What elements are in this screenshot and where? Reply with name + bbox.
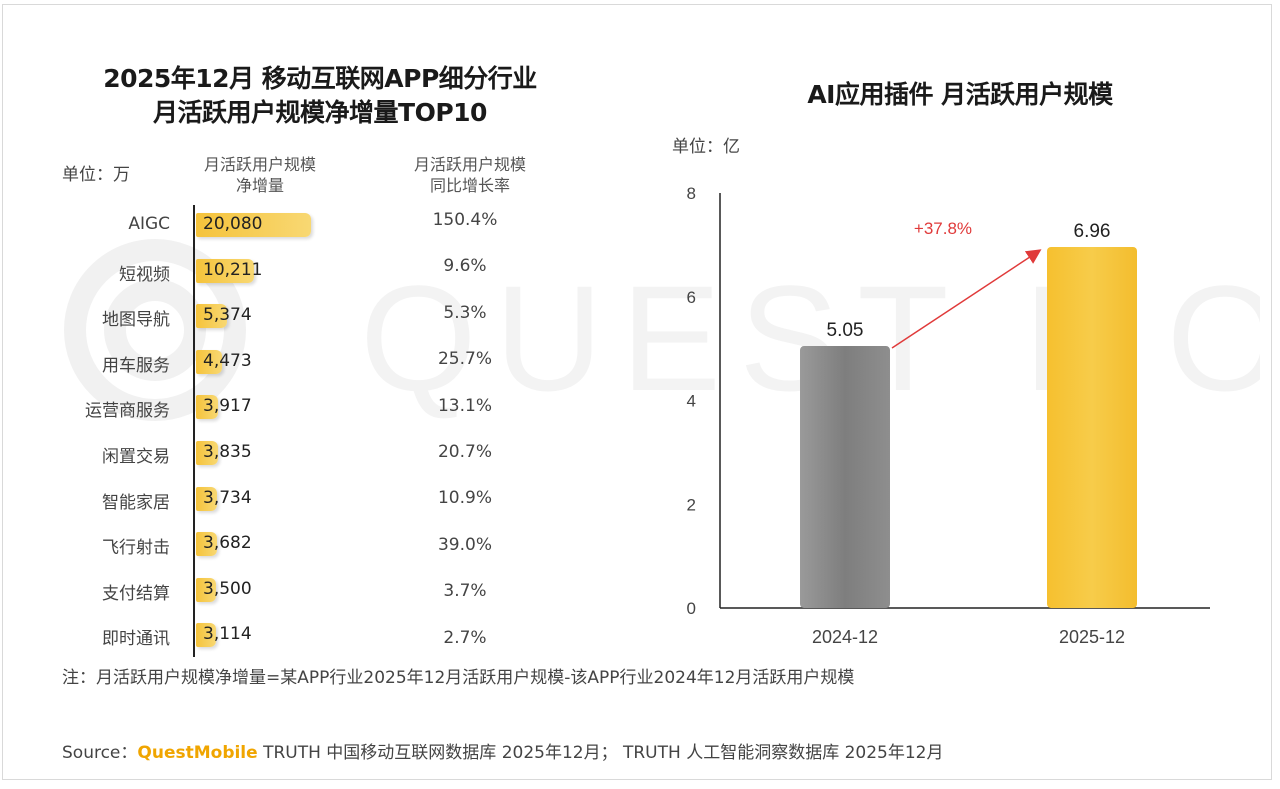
right-unit-label: 单位：亿 bbox=[672, 137, 740, 157]
source-line: Source：QuestMobile TRUTH 中国移动互联网数据库 2025… bbox=[62, 738, 944, 763]
net-increase-bar bbox=[196, 623, 216, 648]
right-bar-chart: 0 2 4 6 8 5.05 2024-12 6.96 2025-12 +37.8% bbox=[687, 184, 1210, 647]
category-label: 地图导航 bbox=[102, 310, 170, 331]
bar-value-label: 3,114 bbox=[203, 624, 252, 645]
net-increase-bar bbox=[196, 213, 311, 237]
net-increase-bar bbox=[196, 258, 255, 283]
growth-rate-label: 5.3% bbox=[443, 302, 487, 323]
left-unit-label: 单位：万 bbox=[62, 165, 130, 185]
growth-rate-label: 25.7% bbox=[437, 349, 492, 370]
bar-column-header-line2: 净增量 bbox=[235, 176, 284, 195]
rate-column-header: 月活跃用户规模 同比增长率 bbox=[380, 154, 560, 196]
x-tick-label: 2025-12 bbox=[1059, 627, 1125, 647]
bar-column-header-line1: 月活跃用户规模 bbox=[203, 155, 316, 174]
bar-value-label: 3,734 bbox=[203, 487, 252, 508]
y-tick-label: 8 bbox=[687, 184, 696, 203]
net-increase-bar bbox=[196, 395, 219, 420]
bar-value-label: 5,374 bbox=[203, 305, 252, 326]
source-brand: QuestMobile bbox=[137, 743, 258, 763]
category-label: 飞行射击 bbox=[102, 538, 170, 559]
bar-value-label: 10,211 bbox=[203, 259, 263, 280]
bar-value-label: 3,682 bbox=[203, 533, 252, 554]
bar-value-label: 4,473 bbox=[203, 350, 252, 371]
growth-rate-label: 13.1% bbox=[437, 395, 492, 416]
bar-value-label: 3,917 bbox=[203, 396, 252, 417]
bar-value-label: 3,835 bbox=[203, 442, 252, 462]
growth-annotation: +37.8% bbox=[914, 219, 972, 238]
column-value-label: 6.96 bbox=[1074, 221, 1111, 242]
bar-value-label: 3,500 bbox=[203, 578, 252, 599]
column-bar bbox=[1047, 246, 1137, 608]
y-tick-label: 6 bbox=[687, 288, 696, 307]
growth-rate-label: 9.6% bbox=[443, 256, 487, 277]
growth-rate-label: 150.4% bbox=[432, 210, 498, 230]
category-label: 闲置交易 bbox=[102, 447, 170, 467]
chart-frame bbox=[2, 4, 1272, 780]
net-increase-bar bbox=[196, 486, 218, 511]
growth-rate-label: 10.9% bbox=[437, 488, 492, 509]
net-increase-bar bbox=[196, 349, 222, 374]
net-increase-bar bbox=[196, 441, 218, 465]
category-label: 短视频 bbox=[119, 264, 170, 285]
growth-rate-label: 3.7% bbox=[443, 581, 487, 602]
bar-value-label: 20,080 bbox=[203, 214, 263, 234]
net-increase-bar bbox=[196, 304, 227, 329]
rate-column-header-line2: 同比增长率 bbox=[429, 176, 510, 195]
category-label: 智能家居 bbox=[102, 492, 170, 513]
bar-column-header: 月活跃用户规模 净增量 bbox=[170, 154, 350, 196]
column-bar bbox=[800, 346, 890, 608]
left-title-line1: 2025年12月 移动互联网APP细分行业 bbox=[103, 64, 537, 93]
category-label: 即时通讯 bbox=[102, 629, 170, 650]
category-label: 支付结算 bbox=[102, 583, 170, 604]
source-prefix: Source： bbox=[62, 743, 138, 763]
rate-column-header-line1: 月活跃用户规模 bbox=[413, 155, 526, 174]
growth-rate-label: 2.7% bbox=[443, 627, 487, 648]
column-value-label: 5.05 bbox=[827, 320, 864, 341]
net-increase-bar bbox=[196, 577, 217, 602]
growth-arrow bbox=[891, 249, 1042, 349]
x-tick-label: 2024-12 bbox=[812, 627, 878, 647]
category-label: 运营商服务 bbox=[85, 401, 170, 422]
right-chart-title: AI应用插件 月活跃用户规模 bbox=[807, 80, 1113, 109]
net-increase-bar bbox=[196, 532, 218, 557]
left-chart-axis bbox=[193, 205, 195, 657]
left-title-line2: 月活跃用户规模净增量TOP10 bbox=[153, 98, 487, 127]
category-label: 用车服务 bbox=[102, 355, 170, 376]
y-tick-label: 4 bbox=[687, 392, 696, 411]
y-tick-label: 0 bbox=[687, 599, 696, 618]
category-label: AIGC bbox=[128, 214, 170, 234]
growth-rate-label: 20.7% bbox=[437, 442, 492, 462]
footnote: 注：月活跃用户规模净增量=某APP行业2025年12月活跃用户规模-该APP行业… bbox=[62, 668, 855, 688]
left-chart-title: 2025年12月 移动互联网APP细分行业 月活跃用户规模净增量TOP10 bbox=[60, 62, 580, 130]
growth-rate-label: 39.0% bbox=[437, 534, 492, 555]
source-text: TRUTH 中国移动互联网数据库 2025年12月； TRUTH 人工智能洞察数… bbox=[257, 743, 944, 763]
y-tick-label: 2 bbox=[687, 495, 696, 514]
